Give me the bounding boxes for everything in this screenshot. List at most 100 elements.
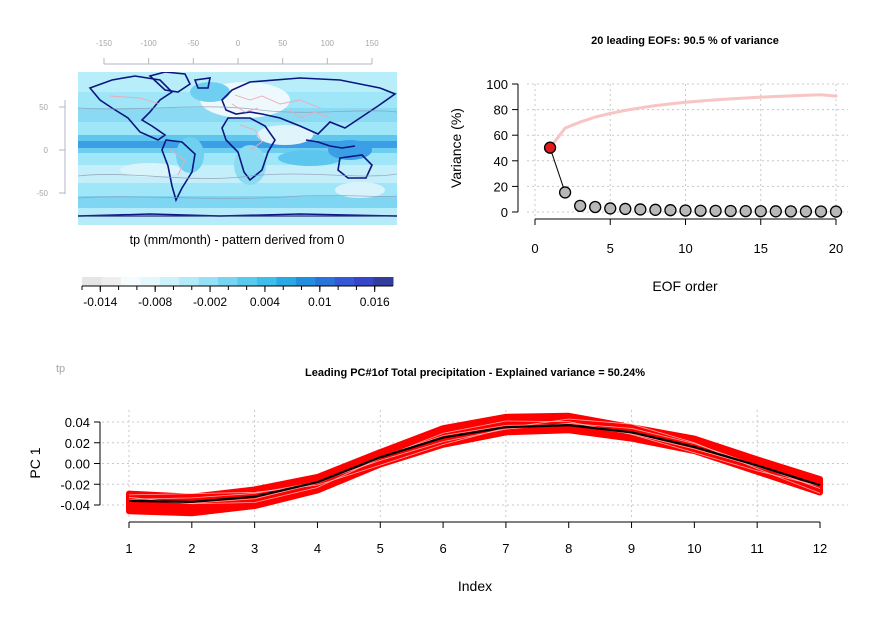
pc-x-tick-label: 6 [439,541,446,556]
pc-xlabel: Index [458,578,492,594]
eof-x-tick-label: 0 [531,241,538,256]
colorbar-swatch [198,277,219,286]
pc-x-tick-label: 10 [687,541,701,556]
pc-ensemble-member-line [128,424,821,504]
lon-tick-label: -150 [96,39,113,48]
pc-ensemble-band [126,412,823,517]
eof-variance-point [634,203,647,216]
eof-variance-point [814,205,828,218]
pc-x-tick-label: 3 [251,541,258,556]
colorbar-tick-label: -0.002 [193,295,227,309]
eof-x-tick-label: 10 [678,241,692,256]
eof-xlabel: EOF order [652,278,718,294]
pc-x-tick-label: 11 [750,541,764,556]
pc-x-tick-label: 1 [125,541,132,556]
eof-variance-point [619,202,632,216]
eof-variance-point [784,205,797,218]
eof-y-tick-label: 20 [494,179,508,194]
eof-variance-point [709,204,722,217]
colorbar-swatch [218,277,238,286]
eof-variance-point [604,202,617,215]
eof-connector [549,147,566,193]
colorbar-swatch [82,277,102,286]
lat-tick-label: 50 [39,103,48,112]
colorbar-swatch [276,277,297,286]
colorbar-swatch [256,277,277,286]
pc-panel: tp Leading PC#1of Total precipitation - … [27,363,848,594]
pc-ylabel: PC 1 [27,447,43,478]
eof-variance-point [694,204,707,217]
colorbar-swatch [295,277,316,286]
map-caption: tp (mm/month) - pattern derived from 0 [130,233,345,247]
eof-variance-point [799,205,813,218]
pc-ensemble-member-line [128,418,821,496]
eof-variance-point [558,186,572,199]
eof-y-tick-label: 0 [501,205,508,220]
colorbar-swatch [237,277,258,286]
eof-ylabel: Variance (%) [448,108,464,188]
pc-main-line [128,424,821,503]
colorbar-swatch [120,277,141,286]
colorbar-swatch [334,277,355,286]
eof-x-tick-label: 20 [829,241,843,256]
eof-variance-point [754,205,767,218]
lat-tick-label: -50 [36,189,48,198]
eof-variance-point [589,200,602,214]
pc-x-tick-label: 8 [565,541,572,556]
colorbar-swatch [373,277,394,286]
eof-variance-point [829,205,843,218]
lat-tick-label: 0 [44,146,49,155]
pc-x-tick-label: 2 [188,541,195,556]
eof-panel: 20 leading EOFs: 90.5 % of variance 0 20 4… [448,35,848,294]
lon-tick-label: 0 [236,39,241,48]
eof-variance-point [664,204,677,217]
eof-variance-point [679,204,692,217]
map-panel: -150 -100 -50 0 50 100 150 50 0 -50 [36,39,397,309]
pc-x-tick-label: 12 [813,541,827,556]
pc-y-tick-label: -0.02 [60,477,90,492]
pc-ensemble-member-line [128,420,821,505]
eof-y-tick-label: 40 [494,154,508,169]
eof-y-tick-label: 100 [486,77,508,92]
lon-tick-label: -50 [188,39,200,48]
eof-x-tick-label: 15 [754,241,768,256]
cumulative-variance-line [548,93,838,150]
eof-variance-point [739,204,752,218]
map-field [78,72,397,225]
pc-x-tick-label: 4 [314,541,321,556]
pc-y-tick-label: 0.04 [65,415,90,430]
colorbar-tick-label: -0.014 [83,295,117,309]
eof-variance-point [574,199,587,213]
pc-x-tick-label: 9 [628,541,635,556]
pc-x-tick-label: 5 [377,541,384,556]
colorbar-swatch [179,277,200,286]
eof-variance-point [543,141,557,154]
eof-variance-point [649,203,662,216]
pc-y-tick-label: 0.02 [65,436,90,451]
colorbar-swatch [354,277,375,286]
eof-y-tick-label: 80 [494,103,508,118]
colorbar-swatch [159,277,180,286]
lon-tick-label: 100 [321,39,335,48]
eof-variance-point [724,204,737,218]
colorbar-tick-label: -0.008 [138,295,172,309]
colorbar-swatch [140,277,161,286]
colorbar-tick-label: 0.01 [308,295,332,309]
corner-label: tp [56,363,65,375]
pc-title: Leading PC#1of Total precipitation - Exp… [305,367,645,379]
eof-y-tick-label: 60 [494,128,508,143]
pc-x-tick-label: 7 [502,541,509,556]
lon-tick-label: 50 [278,39,287,48]
colorbar-swatch [101,277,122,286]
colorbar: -0.014 -0.008 -0.002 0.004 0.01 0.016 [81,277,394,309]
lon-tick-label: 150 [365,39,379,48]
pc-y-tick-label: -0.04 [60,498,90,513]
pc-y-tick-label: 0.00 [65,457,90,472]
eof-x-tick-label: 5 [607,241,614,256]
lon-tick-label: -100 [141,39,158,48]
colorbar-swatch [315,277,336,286]
eof-title: 20 leading EOFs: 90.5 % of variance [591,35,779,47]
colorbar-tick-label: 0.004 [250,295,280,309]
